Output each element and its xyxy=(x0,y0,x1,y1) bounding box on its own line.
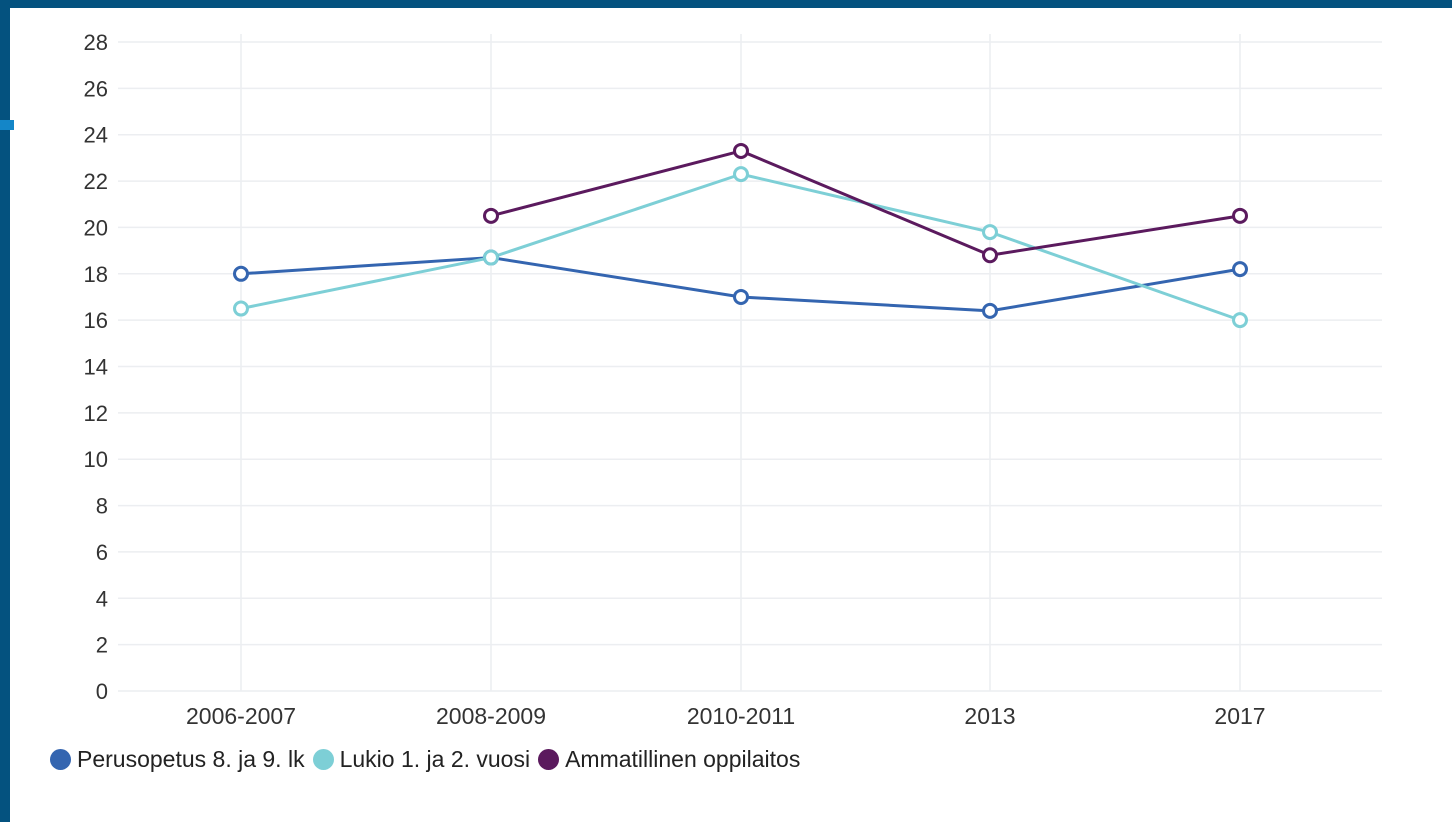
data-point[interactable] xyxy=(733,288,749,305)
data-point[interactable] xyxy=(982,247,998,264)
data-point[interactable] xyxy=(1232,312,1248,329)
x-tick-label: 2010-2011 xyxy=(687,703,795,729)
data-point[interactable] xyxy=(233,265,249,282)
y-tick-label: 24 xyxy=(84,123,108,148)
y-tick-label: 4 xyxy=(96,586,108,611)
data-point[interactable] xyxy=(982,302,998,319)
legend-item[interactable]: Ammatillinen oppilaitos xyxy=(538,746,800,773)
y-tick-label: 2 xyxy=(96,633,108,658)
chart-panel xyxy=(10,8,1452,822)
x-tick-label: 2017 xyxy=(1214,703,1265,729)
legend-label: Lukio 1. ja 2. vuosi xyxy=(339,746,531,772)
data-point[interactable] xyxy=(982,224,998,241)
series-line xyxy=(490,149,1241,257)
data-point[interactable] xyxy=(1232,207,1248,224)
y-tick-label: 10 xyxy=(84,447,108,472)
data-point[interactable] xyxy=(733,166,749,183)
y-tick-label: 12 xyxy=(84,401,108,426)
y-tick-label: 14 xyxy=(84,355,108,380)
y-tick-label: 16 xyxy=(84,308,108,333)
data-point[interactable] xyxy=(483,249,499,266)
y-tick-label: 20 xyxy=(84,215,108,240)
y-tick-label: 6 xyxy=(96,540,108,565)
legend-item[interactable]: Perusopetus 8. ja 9. lk xyxy=(50,746,305,773)
legend-label: Ammatillinen oppilaitos xyxy=(565,746,801,772)
data-point[interactable] xyxy=(1232,261,1248,278)
y-tick-label: 0 xyxy=(96,679,108,704)
y-tick-label: 28 xyxy=(84,30,108,55)
data-point[interactable] xyxy=(483,207,499,224)
data-point[interactable] xyxy=(733,142,749,159)
legend-swatch xyxy=(312,749,334,770)
x-tick-label: 2008-2009 xyxy=(436,703,546,729)
legend-label: Perusopetus 8. ja 9. lk xyxy=(77,746,305,772)
legend-swatch xyxy=(538,749,560,770)
accent-marker xyxy=(0,120,14,130)
x-axis-labels: 2006-2007 2008-2009 2010-2011 2013 2017 xyxy=(186,703,1266,729)
series-points xyxy=(233,142,1248,329)
y-tick-label: 18 xyxy=(84,262,108,287)
y-tick-label: 26 xyxy=(84,76,108,101)
data-point[interactable] xyxy=(233,300,249,317)
y-tick-label: 22 xyxy=(84,169,108,194)
legend-swatch xyxy=(50,749,71,770)
x-tick-label: 2013 xyxy=(964,703,1015,729)
legend: Perusopetus 8. ja 9. lk Lukio 1. ja 2. vu… xyxy=(50,746,808,773)
grid-lines xyxy=(118,34,1382,692)
x-tick-label: 2006-2007 xyxy=(186,703,296,729)
y-tick-label: 8 xyxy=(96,494,108,519)
legend-item[interactable]: Lukio 1. ja 2. vuosi xyxy=(312,746,531,773)
